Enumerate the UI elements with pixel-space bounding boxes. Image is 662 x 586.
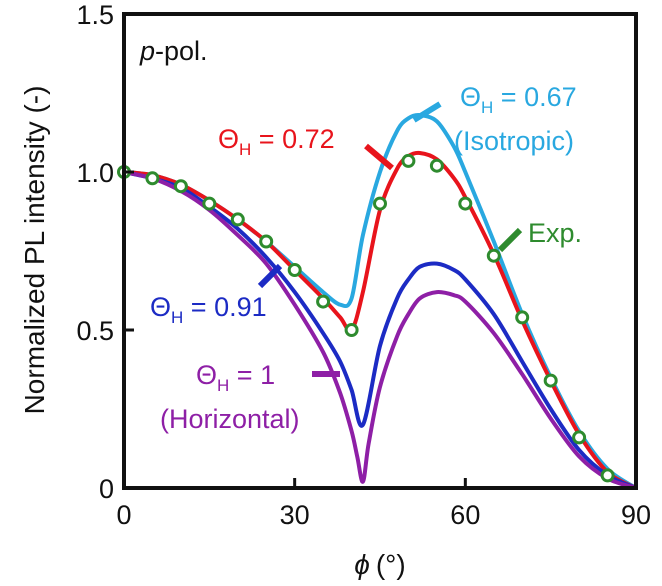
- x-axis-title: ϕ (°): [354, 549, 405, 580]
- data-point: [259, 234, 274, 249]
- data-point: [486, 248, 501, 263]
- y-tick-label: 0: [99, 474, 114, 504]
- x-tick-label: 0: [116, 500, 131, 530]
- annotation-blue-value: ΘH = 0.91: [150, 292, 267, 327]
- annotation-red-value: ΘH = 0.72: [218, 124, 335, 159]
- data-point: [230, 212, 245, 227]
- x-tick-label: 60: [450, 500, 480, 530]
- data-point: [344, 323, 359, 337]
- data-point: [515, 310, 530, 325]
- series-line-3: [124, 170, 636, 488]
- panel-label: p-pol.: [139, 36, 208, 66]
- leader-blue: [257, 263, 283, 289]
- y-tick-label: 1.0: [76, 158, 114, 188]
- y-tick-label: 0.5: [76, 316, 114, 346]
- y-axis-ticks: 0 0.5 1.0 1.5: [76, 0, 134, 504]
- data-point: [316, 294, 331, 309]
- leader-isotropic: [412, 101, 442, 123]
- annotation-isotropic-label: (Isotropic): [454, 126, 574, 156]
- annotation-isotropic-value: ΘH = 0.67: [460, 82, 577, 117]
- data-point: [202, 196, 217, 211]
- data-point: [543, 373, 558, 388]
- data-point: [145, 171, 160, 186]
- data-point: [429, 158, 444, 173]
- data-point: [572, 430, 587, 445]
- data-point: [287, 263, 302, 277]
- annotation-horizontal: ΘH = 1 (Horizontal): [160, 360, 300, 434]
- annotation-horizontal-label: (Horizontal): [160, 404, 300, 434]
- annotation-blue: ΘH = 0.91: [150, 292, 267, 327]
- leader-red: [364, 143, 394, 171]
- x-tick-label: 30: [280, 500, 310, 530]
- y-axis-title: Normalized PL intensity (-): [19, 86, 50, 415]
- annotation-exp-label: Exp.: [528, 218, 582, 248]
- data-point: [373, 196, 387, 211]
- data-point: [173, 179, 188, 194]
- leader-exp: [497, 227, 523, 253]
- plot-frame: [122, 12, 638, 490]
- y-tick-label: 1.5: [76, 0, 114, 30]
- x-axis-unit: (°): [376, 549, 406, 580]
- series-line-2: [124, 170, 636, 488]
- data-point: [600, 468, 615, 483]
- annotation-exp: Exp.: [528, 218, 582, 248]
- data-point: [401, 153, 416, 168]
- annotation-horizontal-value: ΘH = 1: [196, 360, 275, 395]
- data-point: [458, 196, 473, 211]
- x-axis-symbol: ϕ: [354, 549, 370, 580]
- x-axis-ticks: 0 30 60 90: [116, 478, 651, 530]
- annotation-red: ΘH = 0.72: [218, 124, 335, 159]
- experimental-points: [117, 153, 615, 483]
- annotation-isotropic: ΘH = 0.67 (Isotropic): [454, 82, 577, 156]
- annotation-leaders: [257, 101, 523, 377]
- x-tick-label: 90: [621, 500, 651, 530]
